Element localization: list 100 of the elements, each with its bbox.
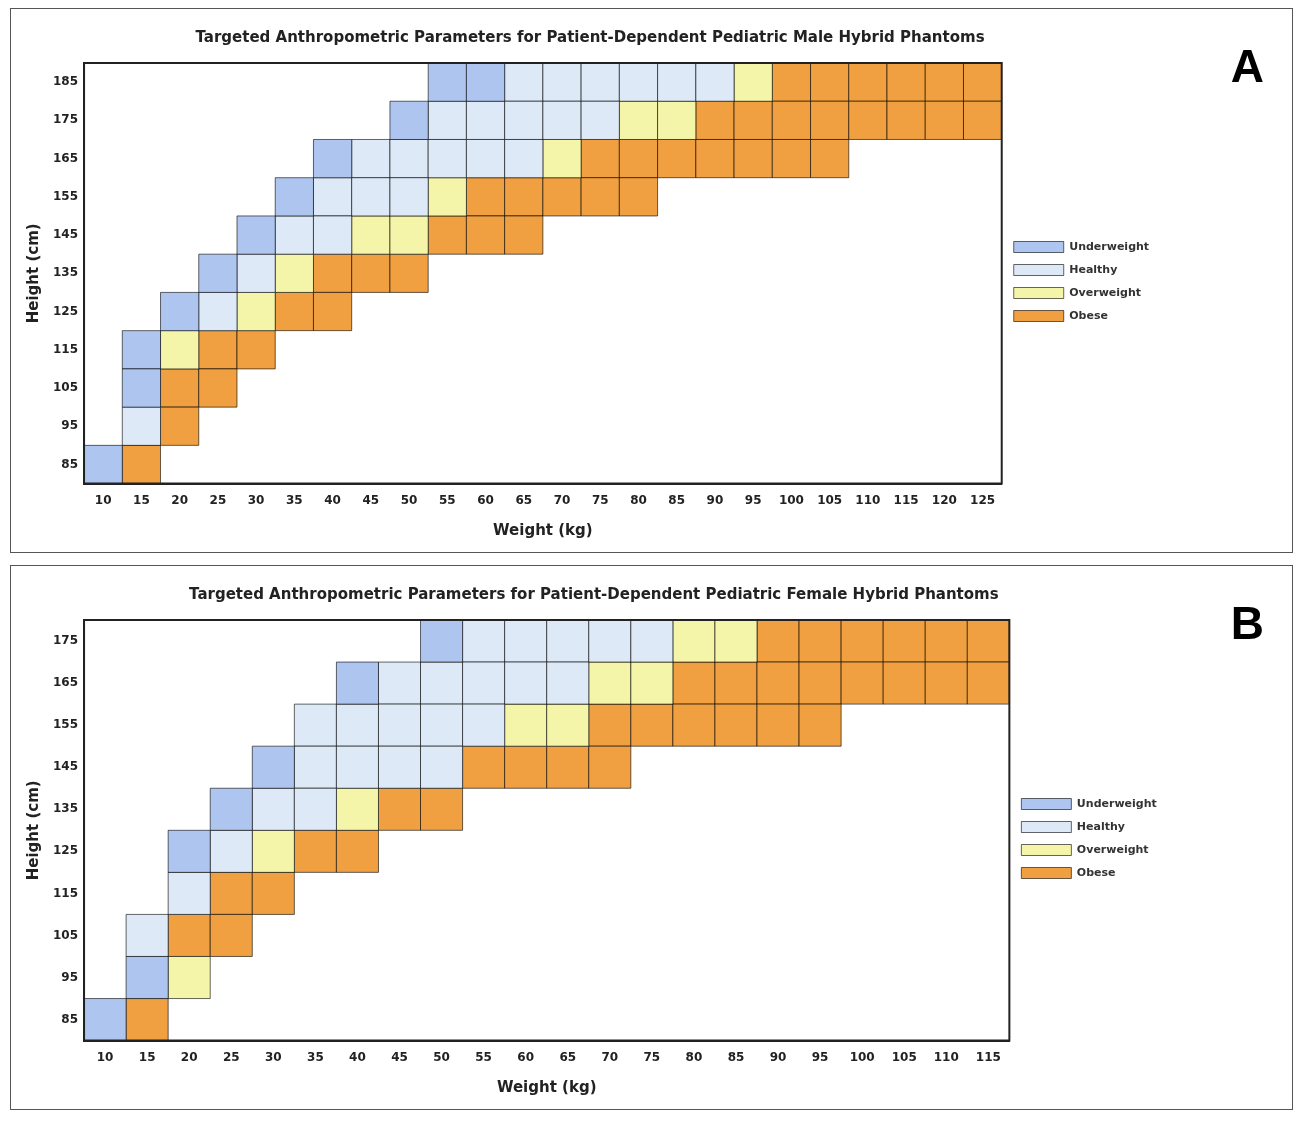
point bbox=[924, 620, 968, 663]
point bbox=[236, 292, 276, 332]
point bbox=[504, 661, 548, 705]
point bbox=[389, 253, 429, 293]
point bbox=[657, 63, 697, 102]
point bbox=[580, 100, 620, 140]
point bbox=[167, 956, 211, 999]
point bbox=[209, 871, 253, 915]
y-tick-label: 105 bbox=[52, 380, 79, 395]
point bbox=[798, 620, 842, 663]
point bbox=[630, 703, 674, 747]
x-tick-label: 85 bbox=[727, 1049, 745, 1064]
point bbox=[121, 368, 161, 408]
chart-title: Targeted Anthropometric Parameters for Patient-Dependent Pediatric Female Hybrid Phantoms bbox=[189, 584, 999, 603]
point bbox=[840, 661, 884, 705]
point bbox=[420, 703, 463, 747]
legend-label: Obese bbox=[1076, 865, 1116, 879]
point bbox=[236, 330, 276, 370]
point bbox=[714, 620, 758, 663]
x-tick-label: 65 bbox=[515, 492, 533, 507]
point bbox=[546, 745, 590, 789]
point bbox=[125, 998, 169, 1041]
y-tick-label: 85 bbox=[61, 1011, 79, 1026]
point bbox=[630, 620, 674, 663]
point bbox=[798, 661, 842, 705]
point bbox=[771, 139, 811, 179]
y-tick-label: 125 bbox=[52, 303, 79, 318]
point bbox=[251, 745, 295, 789]
point bbox=[542, 63, 582, 102]
point bbox=[336, 787, 379, 831]
point bbox=[542, 100, 582, 140]
text: A bbox=[1230, 39, 1264, 93]
point bbox=[121, 444, 161, 484]
point bbox=[198, 253, 238, 293]
point bbox=[810, 139, 850, 179]
x-tick-label: 25 bbox=[209, 492, 227, 507]
x-tick-label: 80 bbox=[685, 1049, 703, 1064]
point bbox=[882, 661, 926, 705]
x-tick-label: 55 bbox=[475, 1049, 492, 1064]
x-tick-label: 45 bbox=[391, 1049, 408, 1064]
point bbox=[657, 139, 697, 179]
point bbox=[420, 787, 463, 831]
point bbox=[336, 661, 379, 705]
point bbox=[695, 139, 735, 179]
y-tick-label: 115 bbox=[52, 341, 79, 356]
legend-label: Healthy bbox=[1069, 262, 1118, 276]
x-tick-label: 95 bbox=[811, 1049, 829, 1064]
point bbox=[810, 63, 850, 102]
y-tick-label: 135 bbox=[52, 265, 79, 280]
point bbox=[198, 330, 238, 370]
x-tick-label: 115 bbox=[975, 1049, 1001, 1064]
x-tick-label: 10 bbox=[96, 1049, 114, 1064]
point bbox=[630, 661, 674, 705]
point bbox=[251, 787, 295, 831]
chart-title: Targeted Anthropometric Parameters for Patient-Dependent Pediatric Male Hybrid Phantoms bbox=[195, 27, 985, 46]
x-tick-label: 60 bbox=[477, 492, 494, 507]
point bbox=[427, 215, 467, 255]
x-tick-label: 55 bbox=[438, 492, 456, 507]
x-tick-label: 115 bbox=[893, 492, 919, 507]
point bbox=[733, 100, 773, 140]
legend-label: Overweight bbox=[1076, 842, 1149, 856]
point bbox=[251, 871, 295, 915]
point bbox=[313, 139, 353, 179]
point bbox=[504, 100, 544, 140]
point bbox=[504, 139, 544, 179]
x-tick-label: 105 bbox=[817, 492, 843, 507]
x-tick-label: 125 bbox=[970, 492, 996, 507]
point bbox=[466, 63, 506, 102]
point bbox=[733, 139, 773, 179]
point bbox=[466, 139, 506, 179]
point bbox=[420, 661, 463, 705]
point bbox=[580, 177, 620, 217]
y-tick-label: 145 bbox=[52, 759, 79, 774]
legend-label: Underweight bbox=[1076, 796, 1157, 810]
y-tick-label: 95 bbox=[61, 969, 79, 984]
point bbox=[963, 63, 1002, 102]
point bbox=[274, 177, 314, 217]
point bbox=[546, 661, 590, 705]
point bbox=[504, 620, 548, 663]
point bbox=[840, 620, 884, 663]
point bbox=[504, 215, 544, 255]
point bbox=[389, 100, 429, 140]
point bbox=[313, 215, 353, 255]
point bbox=[810, 100, 850, 140]
point bbox=[588, 661, 632, 705]
point bbox=[657, 100, 697, 140]
x-tick-label: 40 bbox=[324, 492, 341, 507]
point bbox=[125, 956, 169, 999]
point bbox=[924, 63, 964, 102]
x-tick-label: 80 bbox=[630, 492, 647, 507]
point bbox=[198, 368, 238, 408]
point bbox=[378, 787, 421, 831]
y-axis-title: Height (cm) bbox=[23, 223, 42, 324]
legend-label: Obese bbox=[1069, 308, 1108, 322]
point bbox=[462, 661, 506, 705]
point bbox=[420, 620, 463, 663]
x-tick-label: 90 bbox=[769, 1049, 787, 1064]
point bbox=[542, 177, 582, 217]
point bbox=[546, 703, 590, 747]
y-tick-label: 185 bbox=[52, 74, 79, 89]
